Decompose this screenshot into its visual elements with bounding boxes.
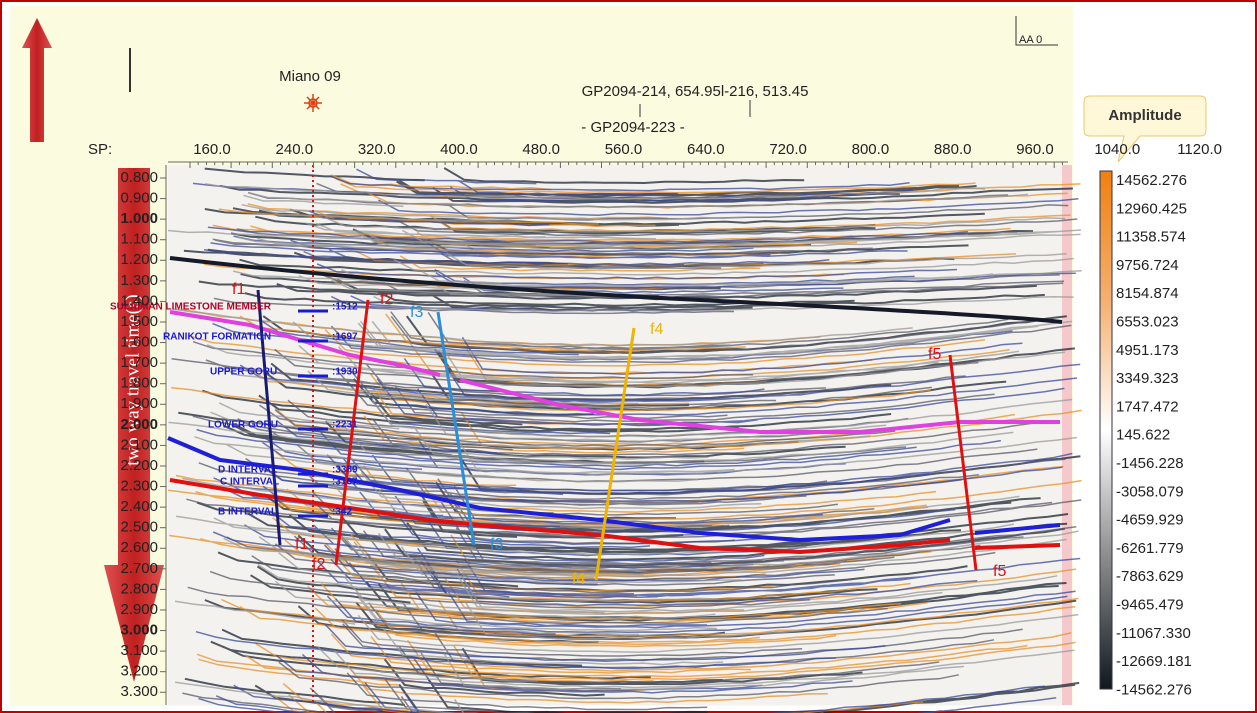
fault-label: f1 — [232, 281, 245, 298]
top-name: C INTERVAL — [220, 477, 279, 488]
time-tick-label: 1.300 — [120, 272, 158, 289]
well-name: Miano 09 — [279, 68, 341, 85]
fault-label: f4 — [650, 321, 663, 338]
edge — [1062, 165, 1072, 705]
colorbar-label: 9756.724 — [1116, 257, 1179, 274]
fault-label: f2 — [380, 291, 393, 308]
colorbar-label: -6261.779 — [1116, 540, 1184, 557]
fault-label: f3 — [490, 536, 503, 553]
top-depth: :342 — [332, 507, 352, 518]
time-tick-label: 2.200 — [120, 457, 158, 474]
scale-label: AA 0 — [1019, 34, 1042, 46]
line-name: - GP2094-223 - — [581, 119, 684, 136]
top-depth: :1697 — [332, 332, 358, 343]
seismic-view: two way travel time(s) Miano 09 GP2094-2… — [0, 0, 1257, 713]
sp-prefix: SP: — [88, 141, 112, 158]
colorbar-label: 12960.425 — [1116, 200, 1187, 217]
sp-tick-label: 160.0 — [193, 141, 231, 158]
time-tick-label: 1.600 — [120, 334, 158, 351]
sp-tick-label: 800.0 — [852, 141, 890, 158]
time-tick-label: 2.000 — [120, 416, 158, 433]
sp-tick-label: 480.0 — [522, 141, 560, 158]
top-depth: :3389 — [332, 465, 358, 476]
fault-label: f5 — [928, 346, 941, 363]
time-tick-label: 2.800 — [120, 580, 158, 597]
time-tick-label: 2.600 — [120, 539, 158, 556]
top-depth: :1512 — [332, 302, 358, 313]
top-name: B INTERVAL — [218, 507, 277, 518]
sp-tick-label: 960.0 — [1016, 141, 1054, 158]
colorbar — [1100, 171, 1112, 689]
top-name: UPPER GORU — [210, 367, 277, 378]
time-tick-label: 1.000 — [120, 210, 158, 227]
top-depth: :1930 — [332, 367, 358, 378]
colorbar-label: -7863.629 — [1116, 568, 1184, 585]
top-name: LOWER GORU — [208, 420, 278, 431]
time-tick-label: 3.100 — [120, 642, 158, 659]
sp-tick-label: 400.0 — [440, 141, 478, 158]
time-tick-label: 2.100 — [120, 436, 158, 453]
top-name: RANIKOT FORMATION — [163, 332, 271, 343]
time-tick-label: 1.100 — [120, 231, 158, 248]
time-tick-label: 2.500 — [120, 519, 158, 536]
time-tick-label: 0.800 — [120, 169, 158, 186]
fault-label: f5 — [993, 563, 1006, 580]
top-depth: :3167 — [332, 477, 358, 488]
fault-label: f3 — [410, 304, 423, 321]
sp-tick-label: 720.0 — [769, 141, 807, 158]
time-tick-label: 1.700 — [120, 354, 158, 371]
time-tick-label: 3.000 — [120, 622, 158, 639]
colorbar-label: 3349.323 — [1116, 370, 1179, 387]
colorbar-label: 14562.276 — [1116, 172, 1187, 189]
time-tick-label: 2.900 — [120, 601, 158, 618]
colorbar-label: 1747.472 — [1116, 398, 1179, 415]
sp-tick-label: 320.0 — [358, 141, 396, 158]
sp-tick-label: 240.0 — [276, 141, 314, 158]
time-tick-label: 0.900 — [120, 190, 158, 207]
colorbar-label: -3058.079 — [1116, 483, 1184, 500]
sp-tick-label: 1040.0 — [1094, 141, 1140, 158]
time-tick-label: 2.300 — [120, 478, 158, 495]
fault-label: f1 — [295, 536, 308, 553]
colorbar-label: -4659.929 — [1116, 512, 1184, 529]
top-depth: :2231 — [332, 420, 358, 431]
sp-tick-label: 560.0 — [605, 141, 643, 158]
colorbar-label: 11358.574 — [1116, 229, 1186, 246]
colorbar-label: 4951.173 — [1116, 342, 1179, 359]
time-tick-label: 3.300 — [120, 683, 158, 700]
time-tick-label: 2.400 — [120, 498, 158, 515]
fault-label: f4 — [572, 571, 585, 588]
colorbar-label: -9465.479 — [1116, 596, 1184, 613]
top-name: D INTERVAL — [218, 465, 277, 476]
time-tick-label: 3.200 — [120, 663, 158, 680]
colorbar-label: -1456.228 — [1116, 455, 1184, 472]
colorbar-label: -14562.276 — [1116, 681, 1192, 698]
sp-tick-label: 640.0 — [687, 141, 725, 158]
sp-tick-label: 880.0 — [934, 141, 972, 158]
time-tick-label: 2.700 — [120, 560, 158, 577]
colorbar-label: -11067.330 — [1116, 625, 1191, 642]
time-tick-label: 1.200 — [120, 251, 158, 268]
colorbar-label: 6553.023 — [1116, 313, 1179, 330]
time-tick-label: 1.400 — [120, 292, 158, 309]
sp-tick-label: 1120.0 — [1177, 141, 1222, 158]
colorbar-label: -12669.181 — [1116, 653, 1192, 670]
colorbar-label: 145.622 — [1116, 427, 1170, 444]
time-tick-label: 1.500 — [120, 313, 158, 330]
fault-label: f2 — [312, 556, 325, 573]
colorbar-title: Amplitude — [1108, 107, 1181, 124]
time-tick-label: 1.800 — [120, 375, 158, 392]
time-tick-label: 1.900 — [120, 395, 158, 412]
line-info: GP2094-214, 654.95l-216, 513.45 — [582, 83, 809, 100]
colorbar-label: 8154.874 — [1116, 285, 1179, 302]
